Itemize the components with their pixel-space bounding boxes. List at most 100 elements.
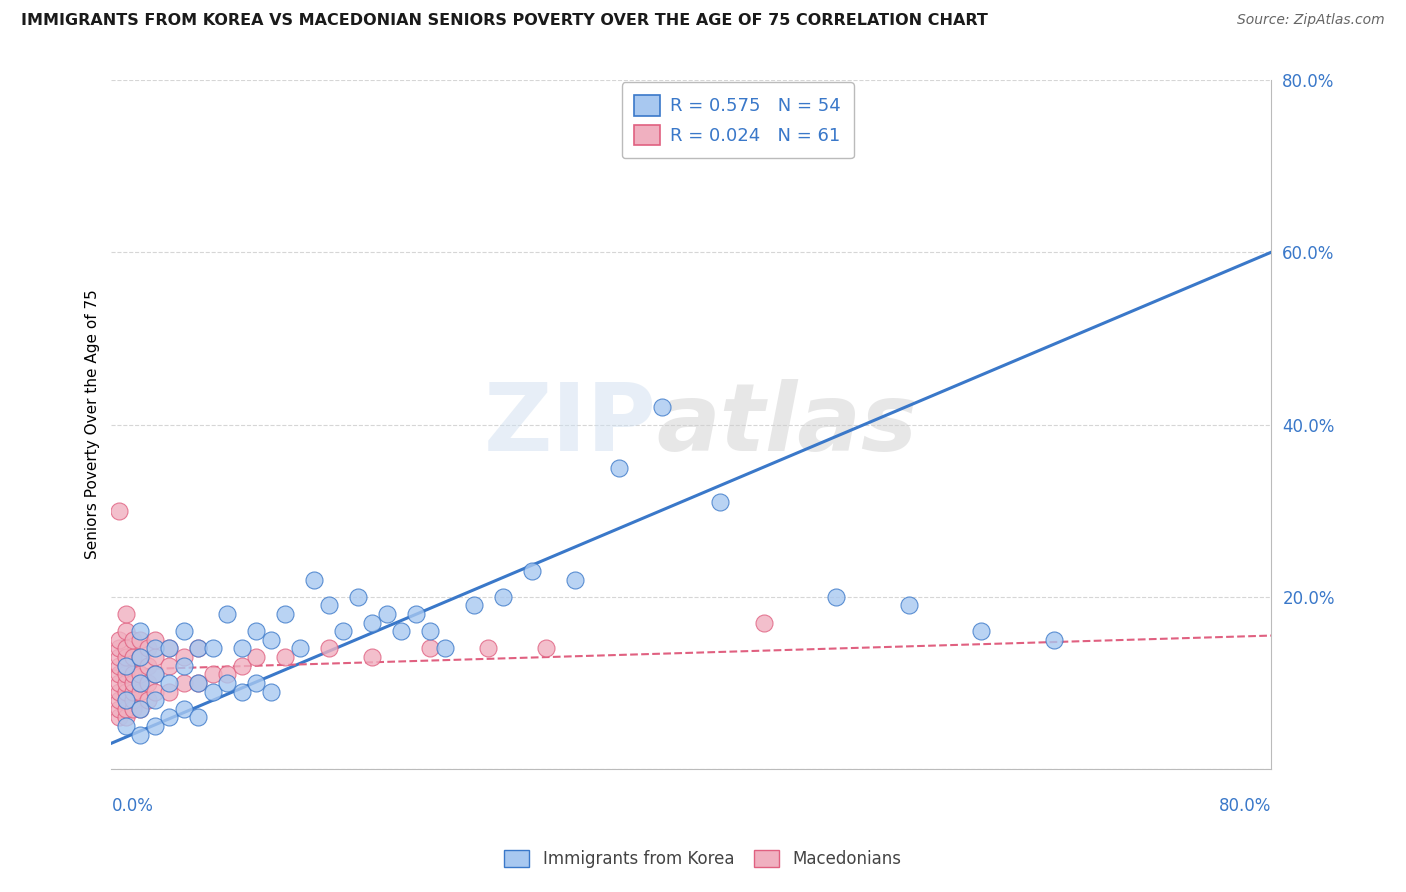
Point bbox=[536, 641, 558, 656]
Point bbox=[129, 702, 152, 716]
Point bbox=[122, 676, 145, 690]
Point bbox=[136, 676, 159, 690]
Point bbox=[129, 728, 152, 742]
Point bbox=[107, 641, 129, 656]
Point bbox=[143, 632, 166, 647]
Point bbox=[825, 590, 848, 604]
Point bbox=[245, 624, 267, 639]
Point bbox=[107, 632, 129, 647]
Point bbox=[115, 641, 138, 656]
Point bbox=[564, 573, 586, 587]
Point bbox=[389, 624, 412, 639]
Point bbox=[260, 632, 283, 647]
Point bbox=[217, 667, 239, 681]
Point bbox=[231, 684, 253, 698]
Point bbox=[157, 676, 180, 690]
Point bbox=[115, 693, 138, 707]
Point bbox=[173, 650, 195, 665]
Point bbox=[217, 607, 239, 621]
Point bbox=[332, 624, 354, 639]
Point bbox=[433, 641, 456, 656]
Point bbox=[157, 684, 180, 698]
Point bbox=[492, 590, 515, 604]
Text: ZIP: ZIP bbox=[484, 378, 657, 471]
Point bbox=[274, 607, 297, 621]
Point bbox=[129, 650, 152, 665]
Point bbox=[107, 650, 129, 665]
Point bbox=[231, 658, 253, 673]
Point bbox=[143, 667, 166, 681]
Point bbox=[752, 615, 775, 630]
Legend: R = 0.575   N = 54, R = 0.024   N = 61: R = 0.575 N = 54, R = 0.024 N = 61 bbox=[621, 82, 853, 158]
Point bbox=[201, 684, 224, 698]
Point bbox=[107, 693, 129, 707]
Point bbox=[187, 710, 209, 724]
Point bbox=[173, 676, 195, 690]
Point bbox=[709, 495, 731, 509]
Point bbox=[136, 658, 159, 673]
Point bbox=[115, 658, 138, 673]
Point bbox=[157, 710, 180, 724]
Point bbox=[115, 719, 138, 733]
Point bbox=[201, 667, 224, 681]
Point bbox=[347, 590, 370, 604]
Point bbox=[607, 460, 630, 475]
Point bbox=[107, 710, 129, 724]
Point bbox=[173, 658, 195, 673]
Point bbox=[318, 599, 340, 613]
Point bbox=[651, 401, 673, 415]
Point bbox=[129, 632, 152, 647]
Point bbox=[143, 693, 166, 707]
Point bbox=[231, 641, 253, 656]
Point bbox=[157, 641, 180, 656]
Point bbox=[173, 702, 195, 716]
Point bbox=[217, 676, 239, 690]
Point bbox=[318, 641, 340, 656]
Point bbox=[129, 650, 152, 665]
Point bbox=[115, 676, 138, 690]
Point bbox=[375, 607, 398, 621]
Point bbox=[245, 676, 267, 690]
Point bbox=[463, 599, 485, 613]
Point bbox=[245, 650, 267, 665]
Point bbox=[274, 650, 297, 665]
Text: atlas: atlas bbox=[657, 378, 918, 471]
Point bbox=[897, 599, 920, 613]
Point bbox=[115, 624, 138, 639]
Point bbox=[115, 684, 138, 698]
Text: IMMIGRANTS FROM KOREA VS MACEDONIAN SENIORS POVERTY OVER THE AGE OF 75 CORRELATI: IMMIGRANTS FROM KOREA VS MACEDONIAN SENI… bbox=[21, 13, 988, 29]
Point bbox=[107, 667, 129, 681]
Point bbox=[419, 641, 441, 656]
Point bbox=[477, 641, 499, 656]
Y-axis label: Seniors Poverty Over the Age of 75: Seniors Poverty Over the Age of 75 bbox=[86, 290, 100, 559]
Point bbox=[520, 564, 543, 578]
Point bbox=[187, 676, 209, 690]
Point bbox=[129, 667, 152, 681]
Point bbox=[143, 684, 166, 698]
Point bbox=[419, 624, 441, 639]
Point bbox=[129, 676, 152, 690]
Point bbox=[115, 667, 138, 681]
Point bbox=[187, 641, 209, 656]
Point bbox=[122, 684, 145, 698]
Text: Source: ZipAtlas.com: Source: ZipAtlas.com bbox=[1237, 13, 1385, 28]
Point bbox=[129, 702, 152, 716]
Point bbox=[115, 650, 138, 665]
Point bbox=[107, 658, 129, 673]
Point bbox=[122, 667, 145, 681]
Point bbox=[143, 650, 166, 665]
Point bbox=[201, 641, 224, 656]
Point bbox=[970, 624, 993, 639]
Point bbox=[107, 684, 129, 698]
Point bbox=[304, 573, 326, 587]
Point bbox=[361, 615, 384, 630]
Point bbox=[143, 641, 166, 656]
Point bbox=[115, 658, 138, 673]
Point bbox=[107, 702, 129, 716]
Point bbox=[361, 650, 384, 665]
Point bbox=[115, 607, 138, 621]
Point bbox=[288, 641, 311, 656]
Point bbox=[122, 632, 145, 647]
Point bbox=[136, 693, 159, 707]
Legend: Immigrants from Korea, Macedonians: Immigrants from Korea, Macedonians bbox=[498, 843, 908, 875]
